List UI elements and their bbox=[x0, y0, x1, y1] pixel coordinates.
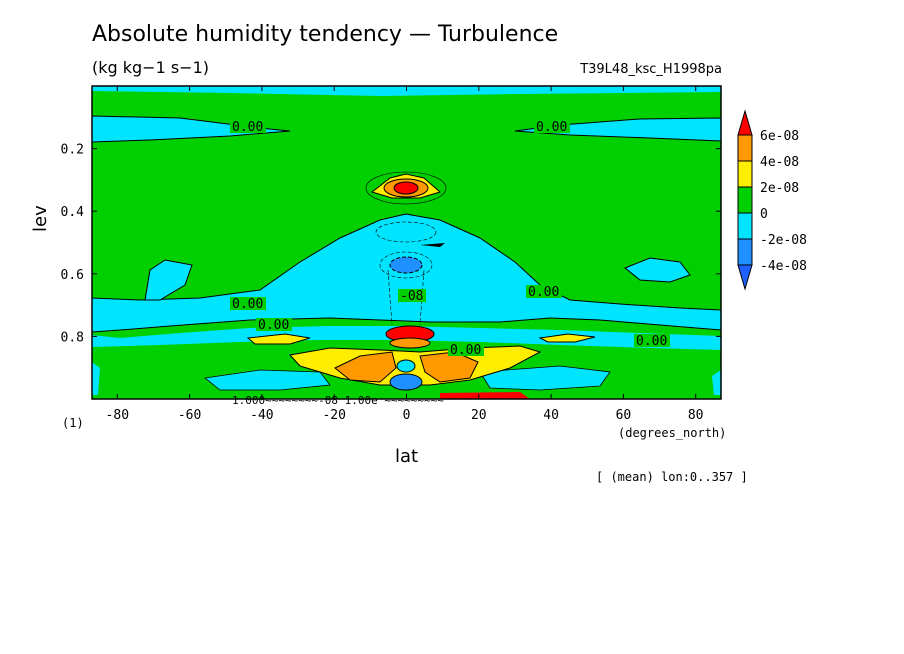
y-tick-label: 0.2 bbox=[61, 143, 84, 158]
contour-labels: 0.00 0.00 0.00 0.00 0.00 0.00 0.00 -08 bbox=[230, 120, 670, 358]
contour-label: 0.00 bbox=[636, 334, 667, 349]
bottom-contour-labels: 1.000~~~~~~~~-08 1.00e ~~~~~~~~~ bbox=[232, 394, 444, 407]
colorbar-label: 0 bbox=[760, 207, 768, 222]
field-bottom-right-negative bbox=[479, 365, 611, 391]
colorbar-segment bbox=[737, 160, 753, 188]
contour-label: 0.00 bbox=[232, 120, 263, 135]
colorbar-segment bbox=[737, 134, 753, 162]
chart-title: Absolute humidity tendency — Turbulence bbox=[92, 22, 559, 47]
contour-label-bg bbox=[230, 297, 266, 310]
contour-label-bg bbox=[230, 120, 266, 133]
colorbar-top-arrow bbox=[737, 109, 753, 136]
field-right-blob bbox=[624, 257, 691, 283]
x-tick-label: -60 bbox=[178, 408, 201, 423]
field-bottom-left-negative bbox=[204, 369, 331, 391]
field-mid-min bbox=[389, 256, 423, 274]
field-left-blob bbox=[144, 259, 193, 301]
contour-label-bg bbox=[448, 343, 484, 356]
colorbar-segment bbox=[737, 186, 753, 214]
contour-label-bg bbox=[634, 334, 670, 347]
axes: -80 -60 -40 -20 0 20 40 60 80 0.2 0.4 0.6 0.8 bbox=[61, 86, 721, 423]
contour-line bbox=[365, 171, 447, 205]
x-axis-unit: (degrees_north) bbox=[618, 426, 727, 440]
plot-area bbox=[92, 86, 721, 399]
x-tick-label: 0 bbox=[403, 408, 411, 423]
averaging-note: [ (mean) lon:0..357 ] bbox=[596, 470, 748, 484]
y-tick-label: 0.6 bbox=[61, 268, 84, 283]
contour-label-bg bbox=[534, 120, 570, 133]
contour-label: 0.00 bbox=[232, 297, 263, 312]
x-axis-label: lat bbox=[395, 446, 419, 467]
field-right-yellow-small bbox=[538, 333, 596, 343]
contour-label-bg bbox=[256, 318, 292, 331]
field-surface-negative bbox=[389, 373, 423, 391]
colorbar-label: 4e-08 bbox=[760, 155, 799, 170]
field-left-orange-lobe bbox=[334, 351, 397, 383]
run-id: T39L48_ksc_H1998pa bbox=[580, 62, 722, 77]
colorbar-segment bbox=[737, 238, 753, 266]
y-tick-label: 0.4 bbox=[61, 205, 85, 220]
field-upper-left-negative bbox=[92, 115, 291, 143]
chart-units: (kg kg−1 s−1) bbox=[92, 58, 210, 77]
colorbar-label: -2e-08 bbox=[760, 233, 807, 248]
colorbar-segment bbox=[737, 212, 753, 240]
colorbar-label: 2e-08 bbox=[760, 181, 799, 196]
x-tick-label: 60 bbox=[616, 408, 632, 423]
field-bottom-left-edge bbox=[92, 362, 100, 395]
y-axis-label: lev bbox=[30, 205, 51, 232]
field-upper-max bbox=[393, 181, 419, 195]
y-tick-label: 0.8 bbox=[61, 330, 84, 345]
contour-line bbox=[379, 251, 433, 279]
field-bottom-right-edge bbox=[712, 370, 721, 395]
x-tick-label: 40 bbox=[543, 408, 559, 423]
contour-label-bg bbox=[526, 285, 562, 298]
contour-mark bbox=[420, 243, 445, 247]
x-tick-label: -20 bbox=[322, 408, 345, 423]
field-left-yellow-small bbox=[246, 333, 311, 345]
contour-label-bg bbox=[398, 289, 426, 302]
x-tick-label: -40 bbox=[250, 408, 273, 423]
contour-label: 0.00 bbox=[258, 318, 289, 333]
contour-label: 0.00 bbox=[450, 343, 481, 358]
colorbar-label: -4e-08 bbox=[760, 259, 807, 274]
field-lower-max-ring bbox=[389, 337, 431, 349]
x-tick-label: 80 bbox=[688, 408, 704, 423]
colorbar: 6e-08 4e-08 2e-08 0 -2e-08 -4e-08 bbox=[737, 109, 807, 291]
x-tick-label: -80 bbox=[106, 408, 129, 423]
field-bottom-strip bbox=[440, 392, 530, 399]
colorbar-bottom-arrow bbox=[737, 264, 753, 291]
dimension-marker: (1) bbox=[62, 416, 84, 430]
contour-label: 0.00 bbox=[528, 285, 559, 300]
field-surface-ring bbox=[396, 359, 416, 373]
contour-label: 0.00 bbox=[536, 120, 567, 135]
contour-line bbox=[375, 221, 437, 243]
x-tick-label: 20 bbox=[471, 408, 487, 423]
colorbar-label: 6e-08 bbox=[760, 129, 799, 144]
contour-label: -08 bbox=[400, 289, 423, 304]
